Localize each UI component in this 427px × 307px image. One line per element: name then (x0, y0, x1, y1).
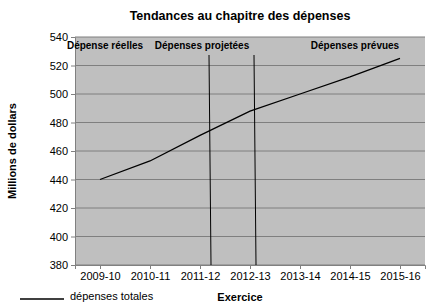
x-tick-label: 2012-13 (230, 270, 270, 282)
y-tick-label: 420 (50, 202, 68, 214)
grid-line (75, 37, 425, 38)
y-tick-label: 540 (50, 31, 68, 43)
x-tick: 2013-14 (280, 265, 320, 282)
x-tick: 2010-11 (131, 265, 171, 282)
y-tick-mark (71, 208, 75, 209)
x-tick-label: 2010-11 (131, 270, 171, 282)
legend-label: dépenses totales (70, 290, 154, 302)
x-tick-mark (100, 265, 101, 269)
x-axis: 2009-10 2010-11 2011-12 2012-13 2013-14 2014-… (76, 265, 426, 282)
grid-line (75, 94, 425, 95)
y-tick-mark (71, 94, 75, 95)
y-tick: 500 (50, 88, 75, 100)
annotation: Dépenses projetées (155, 40, 250, 51)
x-tick-label: 2015-16 (380, 270, 420, 282)
plot-background (75, 37, 425, 265)
legend: dépenses totales (20, 290, 154, 302)
grid-line (75, 236, 425, 237)
y-axis-line (71, 38, 76, 266)
section-divider (209, 55, 211, 265)
y-tick: 520 (50, 60, 75, 72)
y-axis-title: Millions de dollars (6, 103, 18, 199)
chart-svg: 380 400 420 440 460 480 500 520 540 2009-10 2010-1… (0, 0, 427, 307)
annotation: Dépense réelles (67, 40, 144, 51)
x-tick-mark (400, 265, 401, 269)
x-tick-label: 2011-12 (181, 270, 221, 282)
y-tick-label: 400 (50, 231, 68, 243)
grid-line (75, 179, 425, 180)
x-tick: 2011-12 (181, 265, 221, 282)
legend-swatch (20, 298, 64, 299)
x-axis-line (76, 266, 426, 270)
x-tick-label: 2013-14 (280, 270, 320, 282)
x-tick-mark (200, 265, 201, 269)
plot-area (100, 58, 400, 179)
annotation: Dépenses prévues (311, 40, 400, 51)
chart-title: Tendances au chapitre des dépenses (130, 9, 351, 23)
x-tick-mark (350, 265, 351, 269)
y-tick: 420 (50, 202, 75, 214)
y-tick-label: 520 (50, 60, 68, 72)
y-tick-mark (71, 66, 75, 67)
x-tick-mark (300, 265, 301, 269)
chart-container: 380 400 420 440 460 480 500 520 540 2009-10 2010-1… (0, 0, 427, 307)
y-tick-label: 480 (50, 117, 68, 129)
y-tick-label: 380 (50, 259, 68, 271)
y-tick-mark (71, 265, 75, 266)
grid-line (75, 151, 425, 152)
y-tick-mark (71, 180, 75, 181)
y-tick: 480 (50, 117, 75, 129)
grid-line (75, 208, 425, 209)
y-tick-mark (71, 151, 75, 152)
x-tick-label: 2014-15 (330, 270, 370, 282)
x-tick: 2012-13 (230, 265, 270, 282)
y-tick-mark (71, 237, 75, 238)
y-tick: 460 (50, 145, 75, 157)
x-tick-mark (250, 265, 251, 269)
y-tick: 440 (50, 174, 75, 186)
x-axis-title: Exercice (217, 291, 262, 303)
x-tick: 2009-10 (80, 265, 120, 282)
y-tick-label: 440 (50, 174, 68, 186)
y-tick: 400 (50, 231, 75, 243)
grid (75, 37, 425, 265)
x-tick-label: 2009-10 (80, 270, 120, 282)
y-tick-label: 500 (50, 88, 68, 100)
grid-line (75, 122, 425, 123)
series-line (100, 58, 400, 179)
grid-line (75, 65, 425, 66)
x-tick-mark (150, 265, 151, 269)
y-tick-label: 460 (50, 145, 68, 157)
y-tick-mark (71, 123, 75, 124)
y-tick-mark (71, 37, 75, 38)
x-tick: 2014-15 (330, 265, 370, 282)
section-divider (254, 55, 256, 265)
y-axis: 380 400 420 440 460 480 500 520 540 (50, 31, 76, 271)
x-tick: 2015-16 (380, 265, 420, 282)
y-tick: 380 (50, 259, 75, 271)
